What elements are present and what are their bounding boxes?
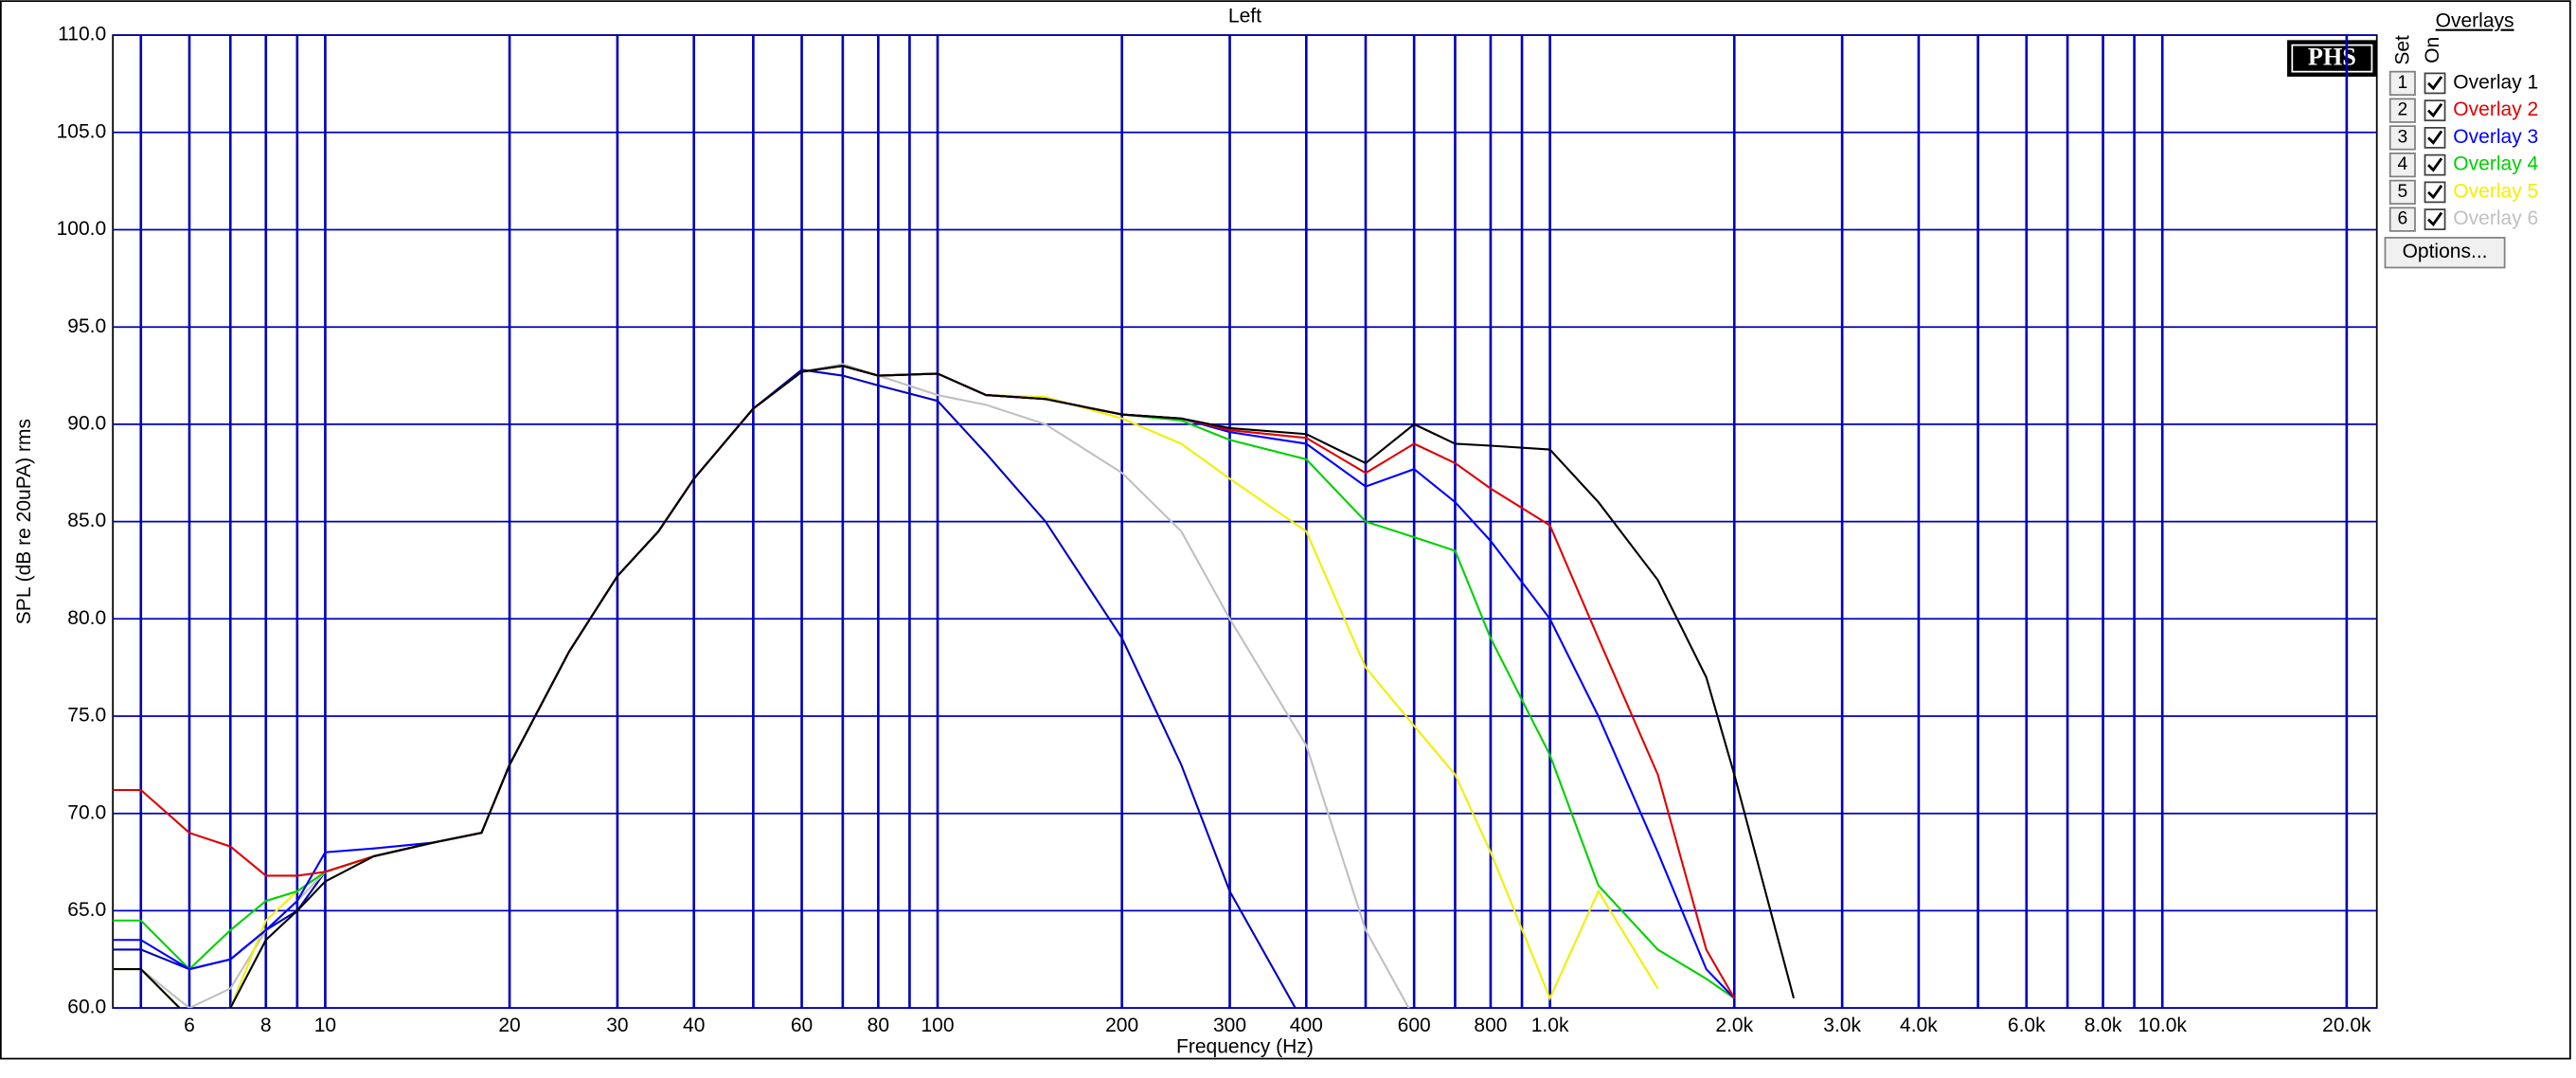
legend-check xyxy=(2427,185,2443,200)
legend-set-box[interactable] xyxy=(2388,98,2416,123)
x-tick-label: 10 xyxy=(314,1015,336,1036)
legend-number: 5 xyxy=(2397,182,2407,202)
x-tick-label: 20.0k xyxy=(2322,1015,2371,1036)
x-tick-label: 4.0k xyxy=(1900,1015,1938,1036)
y-tick-label: 90.0 xyxy=(67,412,106,434)
legend-label: Overlay 4 xyxy=(2453,153,2538,175)
legend-check xyxy=(2427,211,2443,227)
x-tick-label: 200 xyxy=(1105,1015,1138,1036)
x-tick-label: 30 xyxy=(606,1015,628,1036)
chart-title: Left xyxy=(1228,5,1261,27)
y-tick-label: 80.0 xyxy=(67,607,106,629)
legend-checkbox[interactable] xyxy=(2424,153,2446,176)
legend-check xyxy=(2427,130,2443,145)
y-tick-label: 65.0 xyxy=(67,899,106,921)
legend-number: 1 xyxy=(2397,73,2407,93)
legend-check xyxy=(2427,102,2443,118)
x-tick-label: 400 xyxy=(1290,1015,1323,1036)
legend-checkbox[interactable] xyxy=(2424,99,2446,122)
x-tick-label: 3.0k xyxy=(1823,1015,1861,1036)
x-tick-label: 600 xyxy=(1398,1015,1431,1036)
legend-label: Overlay 2 xyxy=(2453,99,2538,120)
x-tick-label: 800 xyxy=(1474,1015,1507,1036)
y-tick-label: 85.0 xyxy=(67,510,106,531)
logo: PHS xyxy=(2308,44,2356,71)
legend-set-box[interactable] xyxy=(2388,152,2416,178)
options-button-label[interactable]: Options... xyxy=(2403,241,2488,262)
y-tick-label: 70.0 xyxy=(67,801,106,823)
legend-label: Overlay 5 xyxy=(2453,180,2538,202)
options-button[interactable] xyxy=(2384,237,2506,269)
legend-number: 6 xyxy=(2397,209,2407,229)
legend-title: Overlays xyxy=(2436,10,2514,32)
legend-checkbox[interactable] xyxy=(2424,181,2446,204)
legend-checkbox[interactable] xyxy=(2424,127,2446,149)
legend-checkbox[interactable] xyxy=(2424,72,2446,95)
x-tick-label: 6 xyxy=(184,1015,195,1036)
legend-number: 2 xyxy=(2397,100,2407,120)
x-tick-label: 6.0k xyxy=(2008,1015,2046,1036)
x-tick-label: 100 xyxy=(921,1015,954,1036)
legend-check xyxy=(2427,76,2443,91)
legend-set-box[interactable] xyxy=(2388,70,2416,97)
logo-border xyxy=(2291,44,2373,73)
grid xyxy=(113,34,2377,1009)
logo-box xyxy=(2287,40,2377,77)
legend-check xyxy=(2427,157,2443,172)
x-tick-label: 40 xyxy=(683,1015,705,1036)
x-tick-label: 20 xyxy=(498,1015,520,1036)
legend-number: 3 xyxy=(2397,127,2407,147)
legend-header: Set xyxy=(2391,35,2413,65)
x-axis-label: Frequency (Hz) xyxy=(1176,1036,1314,1058)
legend-label: Overlay 1 xyxy=(2453,71,2538,93)
y-tick-label: 110.0 xyxy=(58,24,106,45)
legend-set-box[interactable] xyxy=(2388,207,2416,232)
x-tick-label: 1.0k xyxy=(1531,1015,1569,1036)
x-tick-label: 300 xyxy=(1213,1015,1246,1036)
x-tick-label: 60 xyxy=(791,1015,813,1036)
legend-header: On xyxy=(2422,37,2443,63)
y-axis-label: SPL (dB re 20uPA) rms xyxy=(13,419,35,624)
legend-set-box[interactable] xyxy=(2388,179,2416,206)
y-tick-label: 100.0 xyxy=(57,218,107,240)
series-line xyxy=(113,365,1796,1009)
y-tick-label: 60.0 xyxy=(67,997,106,1018)
legend-label: Overlay 3 xyxy=(2453,126,2538,148)
legend-number: 4 xyxy=(2397,154,2407,174)
x-tick-label: 8 xyxy=(260,1015,272,1036)
y-tick-label: 105.0 xyxy=(57,120,107,142)
legend-set-box[interactable] xyxy=(2388,125,2416,151)
y-tick-label: 75.0 xyxy=(67,705,106,727)
y-tick-label: 95.0 xyxy=(67,315,106,337)
x-tick-label: 2.0k xyxy=(1715,1015,1753,1036)
x-tick-label: 8.0k xyxy=(2084,1015,2122,1036)
x-tick-label: 10.0k xyxy=(2138,1015,2188,1036)
x-tick-label: 80 xyxy=(868,1015,889,1036)
legend-checkbox[interactable] xyxy=(2424,208,2446,231)
legend-label: Overlay 6 xyxy=(2453,207,2538,229)
